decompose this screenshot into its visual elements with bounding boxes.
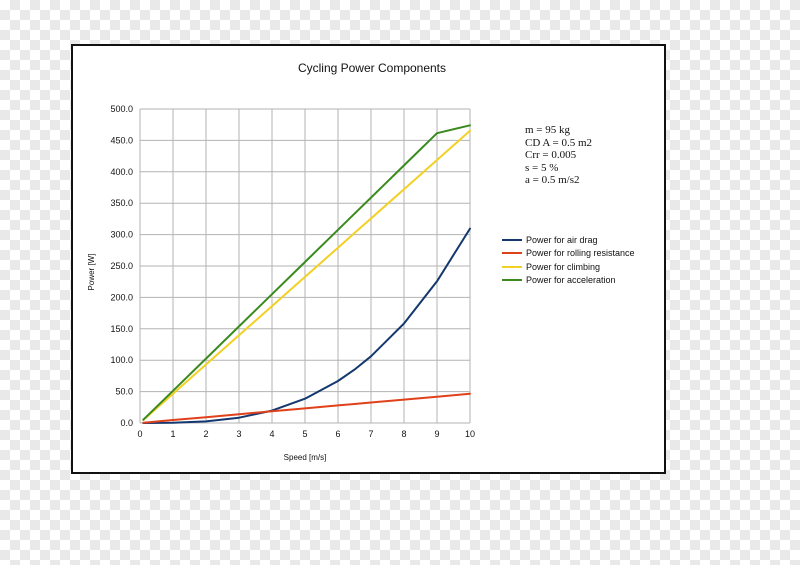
x-tick-label: 6	[335, 429, 340, 439]
legend-label-rolling-resistance: Power for rolling resistance	[526, 248, 635, 259]
param-slope: s = 5 %	[525, 161, 559, 174]
axes: 0 1 2 3 4 5 6 7 8 9 100.050.0100.0150.0200.0250.03…	[110, 104, 475, 439]
legend-item-air-drag: Power for air drag	[502, 233, 635, 247]
legend: Power for air drag Power for rolling res…	[502, 233, 635, 287]
y-axis-label: Power [W]	[87, 254, 96, 291]
series-line-power-for-rolling-resistance	[142, 392, 471, 424]
series-line-power-for-acceleration	[142, 124, 471, 421]
x-tick-label: 8	[401, 429, 406, 439]
param-acceleration: a = 0.5 m/s2	[525, 174, 580, 186]
parameter-annotation: m = 95 kg CD A = 0.5 m2 Crr = 0.005 s = …	[525, 124, 592, 187]
legend-swatch-rolling-resistance	[502, 252, 522, 255]
series-lines	[142, 124, 471, 424]
y-tick-label: 450.0	[110, 135, 133, 145]
param-mass: m = 95 kg	[525, 124, 571, 136]
legend-label-climbing: Power for climbing	[526, 261, 601, 272]
x-tick-label: 3	[236, 429, 241, 439]
legend-item-acceleration: Power for acceleration	[502, 274, 635, 288]
y-tick-label: 100.0	[110, 355, 133, 365]
x-axis-label: Speed [m/s]	[284, 453, 327, 462]
legend-swatch-air-drag	[502, 238, 522, 241]
param-cda: CD A = 0.5 m2	[525, 136, 593, 149]
legend-label-air-drag: Power for air drag	[526, 234, 598, 245]
y-tick-label: 0.0	[120, 418, 133, 428]
y-tick-label: 350.0	[110, 198, 133, 208]
x-tick-label: 10	[465, 429, 475, 439]
legend-swatch-climbing	[502, 265, 522, 268]
y-tick-label: 300.0	[110, 230, 133, 240]
x-tick-label: 5	[302, 429, 307, 439]
x-tick-label: 2	[203, 429, 208, 439]
series-line-power-for-air-drag	[142, 227, 471, 424]
x-tick-label: 9	[434, 429, 439, 439]
param-crr: Crr = 0.005	[525, 149, 577, 161]
legend-item-climbing: Power for climbing	[502, 260, 635, 274]
legend-swatch-acceleration	[502, 279, 522, 282]
y-tick-label: 250.0	[110, 261, 133, 271]
x-tick-label: 7	[368, 429, 373, 439]
y-tick-label: 150.0	[110, 324, 133, 334]
y-tick-label: 500.0	[110, 104, 133, 114]
legend-item-rolling-resistance: Power for rolling resistance	[502, 247, 635, 261]
y-tick-label: 50.0	[115, 387, 133, 397]
chart-title: Cycling Power Components	[298, 61, 446, 75]
y-tick-label: 400.0	[110, 167, 133, 177]
x-tick-label: 4	[269, 429, 274, 439]
legend-label-acceleration: Power for acceleration	[526, 275, 616, 286]
x-tick-label: 0	[137, 429, 142, 439]
x-tick-label: 1	[170, 429, 175, 439]
y-tick-label: 200.0	[110, 292, 133, 302]
series-line-power-for-climbing	[142, 129, 471, 421]
